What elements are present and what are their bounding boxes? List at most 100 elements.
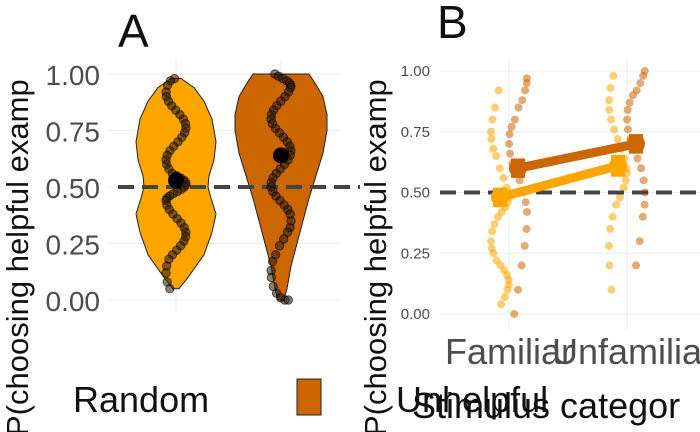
data-point [274,241,285,251]
data-point [506,149,515,158]
panel-b-y-tick-label: 0.25 [401,245,430,262]
panel-b-series-lines [491,134,645,208]
data-point [615,193,624,202]
data-point [161,268,171,278]
data-point [518,96,527,105]
panel-b: B P(choosing helpful examp 0.000.250.500… [358,0,700,432]
panel-b-y-tick-label: 1.00 [401,63,430,80]
data-point [633,154,642,163]
panel-a-y-axis-label: P(choosing helpful examp [0,79,35,432]
mean-point [168,172,184,189]
panel-b-y-tick-label: 0.00 [401,306,430,323]
data-point [267,256,278,267]
mean-point [273,147,289,164]
panel-b-y-tick-label: 0.50 [401,185,430,202]
data-point [522,224,531,233]
data-point [613,135,622,144]
panel-b-x-tick-label: Familiar [445,331,573,372]
data-point [505,139,514,148]
data-point [488,227,497,236]
panel-a-tag: A [118,5,149,57]
data-point [500,292,509,301]
legend-label-unhelpful: Unhelpful [396,379,548,420]
data-point [610,125,619,134]
data-point [520,241,529,250]
data-point [605,241,614,250]
data-point [636,79,645,88]
panel-a-y-tick-label: 0.50 [46,173,101,204]
panel-a-y-tick-label: 0.25 [46,230,101,261]
data-point [515,176,524,185]
data-point [638,212,647,221]
data-point [488,115,497,124]
data-point [487,127,496,136]
data-point [632,261,641,270]
data-point [513,285,522,294]
data-point [494,86,503,95]
data-point [640,200,649,209]
data-point [505,130,514,139]
data-point [497,300,506,309]
panel-b-points [487,67,649,318]
panel-a-y-tick-label: 1.00 [46,60,101,91]
data-point [623,125,632,134]
panel-a-y-tick-label: 0.75 [46,117,101,148]
data-point [635,237,644,246]
data-point [521,198,530,207]
data-point [489,144,498,153]
data-point [510,310,519,318]
data-point [605,261,614,270]
legend: Random Unhelpful [73,378,548,420]
panel-a-y-tick-labels: 0.00 0.25 0.50 0.75 1.00 [46,60,101,317]
data-point [607,285,616,294]
violin-unhelpful [234,73,328,301]
data-point [510,115,519,124]
data-point [607,115,616,124]
data-point [623,115,632,124]
data-point [489,249,498,258]
data-point [493,212,502,221]
data-point [625,98,634,107]
data-point [487,135,496,144]
series-line [513,139,641,173]
data-point [517,261,526,270]
data-point [487,237,496,246]
data-point [606,224,615,233]
data-point [266,272,277,283]
panel-a-means [168,147,289,189]
data-point [608,212,617,221]
panel-b-x-axis-label: Stimulus categor [412,385,680,426]
data-point [628,91,637,100]
data-point [283,295,293,305]
panel-b-x-tick-label: Unfamilia [552,331,700,372]
data-point [605,105,614,114]
data-point [503,285,512,294]
data-point [490,220,499,229]
data-point [619,183,628,192]
panel-b-y-tick-labels: 0.00 0.25 0.50 0.75 1.00 [401,63,430,323]
panel-a-points [161,69,296,305]
data-point [605,96,614,105]
data-point [492,152,501,161]
panel-b-gridlines [440,60,700,330]
data-point [639,176,648,185]
data-point [606,84,615,93]
data-point [514,103,523,112]
data-point [521,86,530,95]
data-point [639,71,648,80]
data-point [637,164,646,173]
panel-b-tag: B [437,0,468,48]
panel-b-y-tick-label: 0.75 [401,124,430,141]
data-point [522,79,531,88]
data-point [612,200,621,209]
series-mean-point [509,159,527,178]
series-mean-point [627,134,645,153]
series-mean-point [609,156,627,175]
data-point [165,284,175,294]
series-mean-point [491,188,509,207]
panel-a: A P(choosing helpful examp 0.000.250.500… [0,5,360,432]
data-point [507,122,516,131]
data-point [609,71,618,80]
